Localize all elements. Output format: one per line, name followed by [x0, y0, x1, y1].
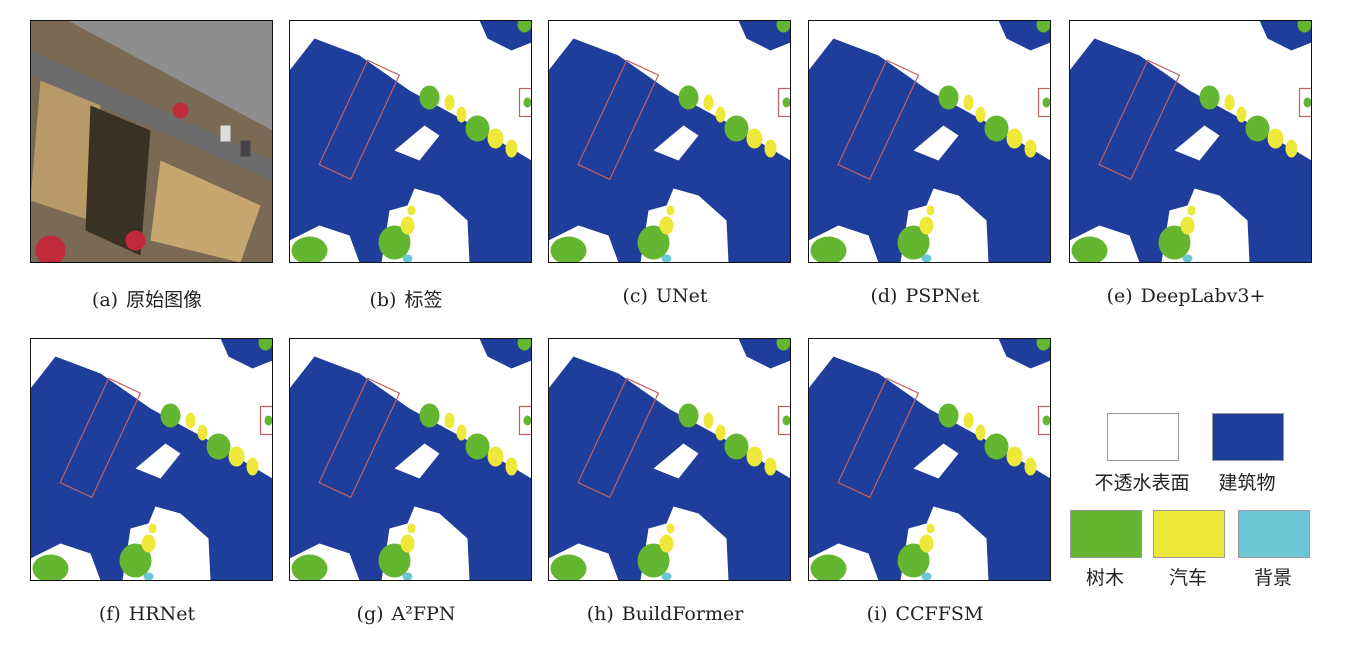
legend-swatch [1212, 413, 1284, 461]
panel-image [30, 20, 273, 263]
panel-image [30, 338, 273, 581]
caption: (i) CCFFSM [799, 603, 1059, 625]
legend-label: 不透水表面 [1094, 472, 1190, 494]
panel-image [548, 338, 791, 581]
caption: (h) BuildFormer [539, 603, 799, 625]
caption-letter: (a) [91, 289, 119, 311]
caption-letter: (b) [369, 289, 397, 311]
legend-swatch [1238, 510, 1310, 558]
caption-letter: (f) [98, 603, 121, 625]
caption: (a) 原始图像 [21, 285, 281, 312]
panel-image [289, 338, 532, 581]
caption-name: PSPNet [905, 285, 980, 307]
legend-label: 建筑物 [1218, 472, 1276, 494]
caption-name: 原始图像 [126, 289, 203, 311]
caption: (g) A²FPN [280, 603, 540, 625]
caption: (c) UNet [539, 285, 799, 307]
caption-name: 标签 [404, 289, 443, 311]
caption: (d) PSPNet [799, 285, 1059, 307]
panel-image [808, 338, 1051, 581]
caption-letter: (e) [1106, 285, 1133, 307]
panel-image [289, 20, 532, 263]
caption-letter: (c) [622, 285, 648, 307]
legend-swatch [1107, 413, 1179, 461]
legend-label: 汽车 [1168, 567, 1207, 589]
caption: (e) DeepLabv3+ [1060, 285, 1320, 307]
caption-name: HRNet [128, 603, 196, 625]
caption-letter: (h) [586, 603, 614, 625]
legend-swatch [1070, 510, 1142, 558]
caption-name: A²FPN [391, 603, 456, 625]
caption: (f) HRNet [21, 603, 281, 625]
caption-letter: (g) [356, 603, 384, 625]
caption-name: CCFFSM [895, 603, 984, 625]
caption-letter: (d) [870, 285, 898, 307]
panel-image [808, 20, 1051, 263]
caption: (b) 标签 [280, 285, 540, 312]
caption-name: UNet [655, 285, 708, 307]
legend-label: 背景 [1253, 567, 1292, 589]
panel-image [1069, 20, 1312, 263]
caption-name: DeepLabv3+ [1140, 285, 1266, 307]
legend-label: 树木 [1085, 567, 1124, 589]
legend-swatch [1153, 510, 1225, 558]
caption-letter: (i) [866, 603, 888, 625]
panel-image [548, 20, 791, 263]
caption-name: BuildFormer [621, 603, 744, 625]
